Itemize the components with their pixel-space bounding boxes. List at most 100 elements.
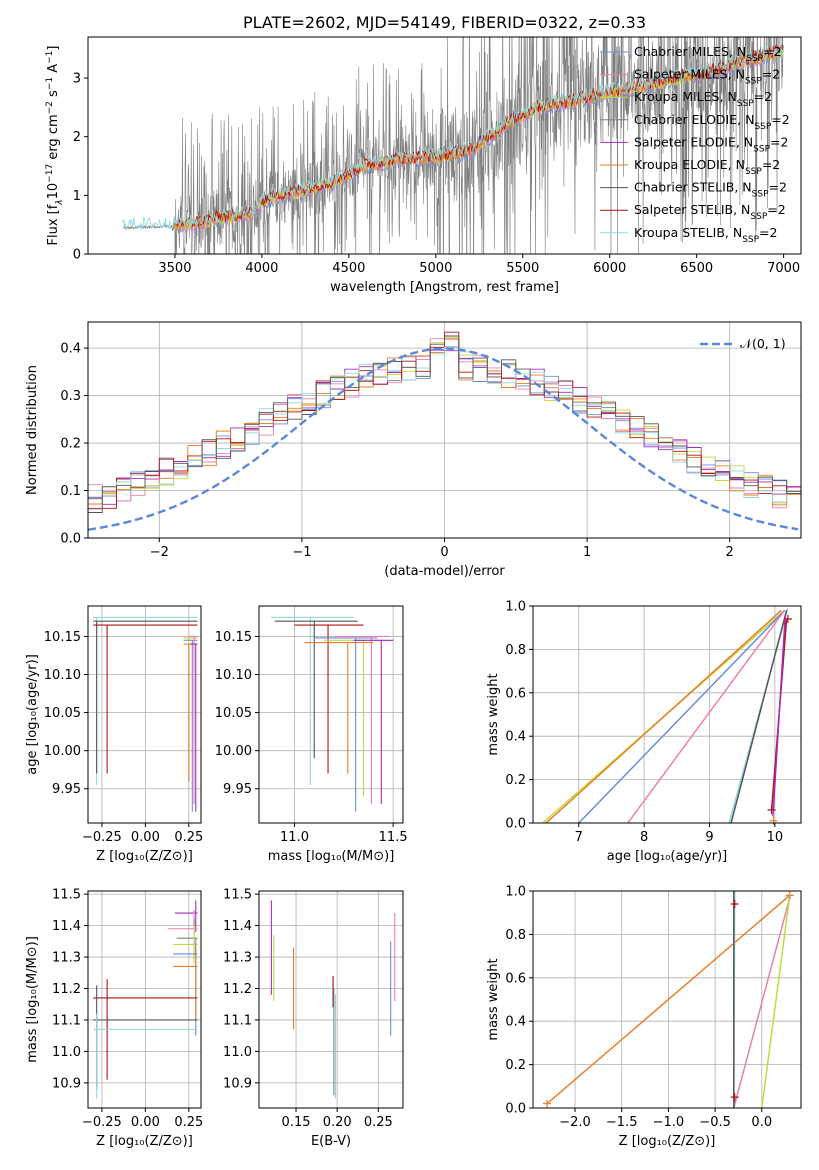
model-line-salpeter-stelib — [174, 44, 784, 228]
y-axis-label-part: Flux [f — [46, 204, 61, 245]
plus-marker — [769, 816, 778, 825]
y-tick-label: 10.05 — [215, 706, 252, 721]
weight-line-kroupa-miles — [761, 895, 791, 1108]
y-tick-label: 11.2 — [52, 982, 81, 997]
legend-tail: =2 — [770, 134, 788, 149]
legend-tail: =2 — [763, 44, 781, 59]
axes-frame — [532, 605, 802, 824]
y-tick-label: 11.1 — [52, 1013, 81, 1028]
legend-entry: Chabrier STELIB, NSSP=2 — [634, 180, 787, 200]
x-tick-label: 4500 — [332, 261, 365, 276]
weight-vs-Z-panel: −2.0 −1.5 −1.0 −0.5 0.0 0.0 0.2 0.4 0.6 0.8 1.0 Z [… — [486, 885, 802, 1149]
y-axis-label-part: A — [46, 64, 61, 77]
y-tick-label: 11.2 — [223, 982, 252, 997]
y-tick-label: 11.1 — [223, 1013, 252, 1028]
y-tick-label: 0.0 — [505, 1102, 526, 1117]
legend-subscript: SSP — [745, 167, 762, 177]
y-tick-label: 11.3 — [52, 951, 81, 966]
histogram-kroupa-stelib — [88, 346, 801, 510]
age-vs-mass-panel: 11.0 11.5 9.95 10.00 10.05 10.10 10.15 mass [lo… — [215, 605, 408, 864]
legend-label-gaussian: 𝒩(0, 1) — [740, 336, 786, 351]
legend-subscript: SSP — [753, 144, 770, 154]
x-tick-label: −0.5 — [699, 1115, 731, 1130]
weight-line-salpeter-miles — [627, 609, 786, 823]
y-tick-label: 0.4 — [60, 342, 81, 357]
y-tick-label: 0.6 — [505, 686, 526, 701]
legend-entry: Kroupa ELODIE, NSSP=2 — [634, 157, 780, 177]
y-tick-label: 11.0 — [223, 1045, 252, 1060]
x-tick-label: 6500 — [680, 261, 713, 276]
legend-label: Chabrier MILES, N — [634, 44, 746, 59]
plus-marker — [730, 900, 739, 909]
y-axis-label-part: −1 — [45, 51, 55, 64]
legend-label: Kroupa ELODIE, N — [634, 157, 745, 172]
y-tick-label: 0.2 — [505, 773, 526, 788]
x-axis-label: mass [log₁₀(M/M⊙)] — [268, 849, 395, 864]
x-tick-label: 6000 — [593, 261, 626, 276]
y-tick-label: 0.6 — [505, 971, 526, 986]
x-tick-label: 8 — [640, 830, 648, 845]
y-tick-label: 2 — [73, 130, 81, 145]
y-tick-label: 10.9 — [223, 1076, 252, 1091]
x-tick-label: 7 — [575, 830, 583, 845]
legend-subscript: SSP — [752, 190, 769, 200]
age-vs-Z-panel: −0.25 0.00 0.25 9.95 10.00 10.05 10.10 10.15 Z [… — [25, 605, 203, 864]
legend-entry: Chabrier MILES, NSSP=2 — [634, 44, 782, 64]
y-tick-label: 11.4 — [52, 919, 81, 934]
y-tick-label: 10.10 — [44, 668, 81, 683]
legend-subscript: SSP — [750, 212, 767, 222]
x-tick-label: 3500 — [158, 261, 191, 276]
mass-vs-EBV-panel: 0.15 0.20 0.25 10.9 11.0 11.1 11.2 11.3 11.4 11.5… — [223, 888, 404, 1149]
y-axis-label-part: s — [46, 90, 61, 101]
y-axis-label-part: 10 — [46, 183, 61, 200]
x-tick-label: 0.0 — [751, 1115, 772, 1130]
legend-label: Salpeter STELIB, N — [634, 202, 750, 217]
y-axis-label: mass [log₁₀(M/M⊙)] — [25, 936, 40, 1063]
legend-subscript: SSP — [746, 54, 763, 64]
plus-marker — [730, 1093, 739, 1102]
x-tick-label: 0.00 — [131, 830, 160, 845]
x-tick-label: 0.20 — [323, 1115, 352, 1130]
y-tick-label: 9.95 — [223, 782, 252, 797]
x-tick-label: 0.25 — [364, 1115, 393, 1130]
legend-tail: =2 — [754, 89, 772, 104]
y-tick-label: 0.4 — [505, 730, 526, 745]
legend-label: Kroupa MILES, N — [634, 89, 737, 104]
axes-frame — [87, 605, 202, 824]
y-tick-label: 0.0 — [505, 817, 526, 832]
weight-vs-age-panel: 7 8 9 10 0.0 0.2 0.4 0.6 0.8 1.0 age [log₁₀(age/yr… — [486, 600, 802, 864]
y-axis-label: Flux [fλ10−17 erg cm−2 s−1 A−1] — [45, 46, 65, 246]
legend-subscript: SSP — [754, 122, 771, 132]
legend-tail: =2 — [771, 112, 789, 127]
y-tick-label: 0.4 — [505, 1015, 526, 1030]
y-axis-label: mass weight — [486, 673, 501, 755]
x-tick-label: 10 — [767, 830, 784, 845]
y-tick-label: 9.95 — [52, 782, 81, 797]
y-tick-label: 10.15 — [44, 630, 81, 645]
model-line-kroupa-stelib — [122, 44, 784, 231]
gaussian-curve — [87, 347, 799, 531]
legend-label: Kroupa STELIB, N — [634, 225, 742, 240]
plus-marker — [543, 1099, 552, 1108]
legend-label: Chabrier ELODIE, N — [634, 112, 754, 127]
y-tick-label: 11.0 — [52, 1045, 81, 1060]
y-axis-label: mass weight — [486, 958, 501, 1040]
legend-label: Salpeter MILES, N — [634, 67, 745, 82]
x-tick-label: −0.25 — [82, 830, 122, 845]
x-tick-label: −2 — [150, 545, 169, 560]
weight-line-kroupa-elodie — [546, 894, 791, 1105]
legend-subscript: SSP — [745, 77, 762, 87]
legend-entry: Chabrier ELODIE, NSSP=2 — [634, 112, 790, 132]
y-tick-label: 0 — [73, 248, 81, 263]
x-tick-label: 7000 — [767, 261, 800, 276]
y-axis-label-part: ] — [46, 46, 61, 51]
legend-entry: Salpeter STELIB, NSSP=2 — [634, 202, 786, 222]
x-tick-label: −1.5 — [606, 1115, 638, 1130]
legend-entry: Kroupa STELIB, NSSP=2 — [634, 225, 778, 245]
x-axis-label: age [log₁₀(age/yr)] — [607, 849, 728, 864]
y-tick-label: 1 — [73, 189, 81, 204]
legend-tail: =2 — [762, 157, 780, 172]
chart-title: PLATE=2602, MJD=54149, FIBERID=0322, z=0… — [243, 13, 646, 32]
